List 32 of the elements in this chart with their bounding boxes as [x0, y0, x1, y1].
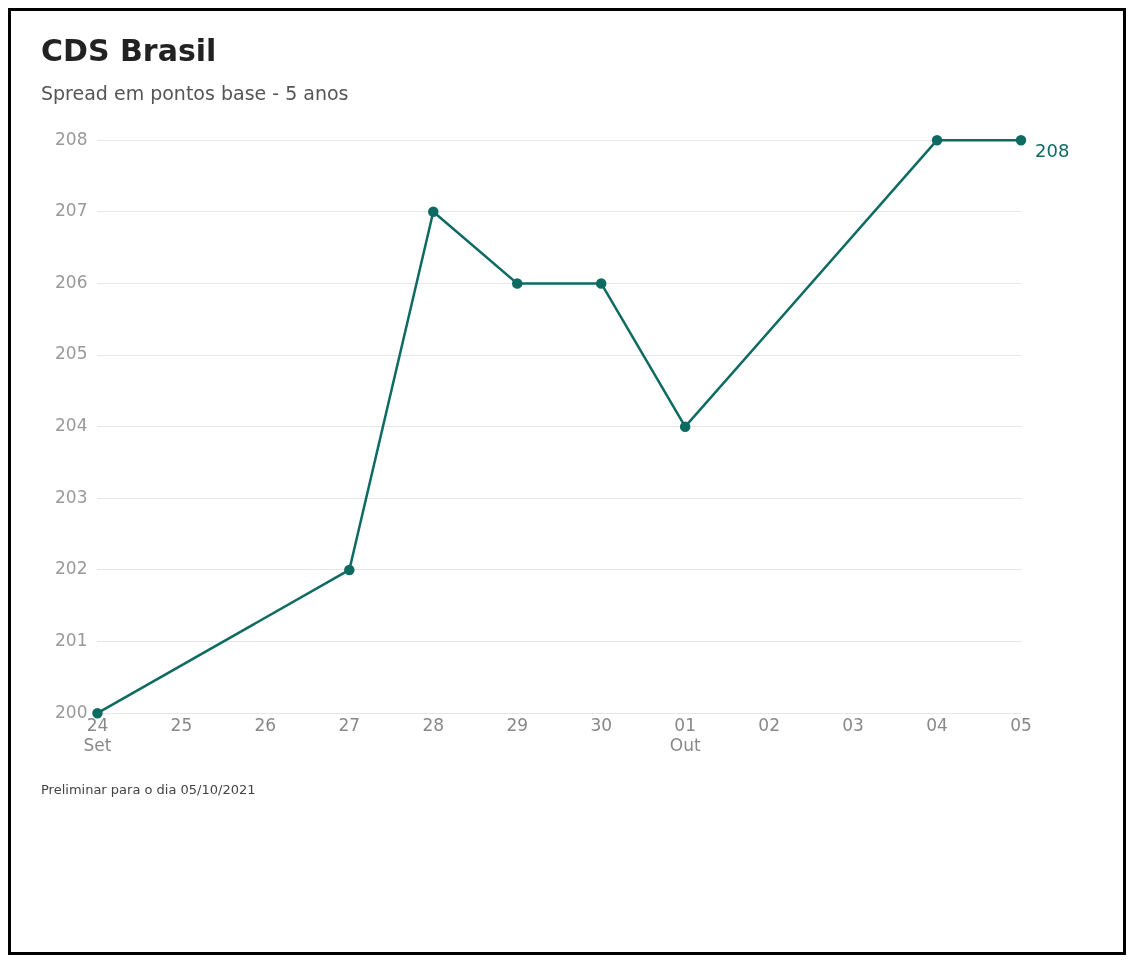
chart-subtitle: Spread em pontos base - 5 anos — [41, 82, 350, 104]
point — [595, 278, 607, 289]
x-tick-label: 25 — [170, 714, 193, 735]
x-tick-label: 30 — [590, 714, 613, 735]
y-tick-label: 208 — [54, 128, 88, 149]
x-tick-label: 26 — [254, 714, 277, 735]
point — [344, 564, 355, 576]
point — [511, 278, 523, 289]
y-tick-label: 203 — [54, 486, 88, 507]
x-tick-label: 02 — [758, 714, 780, 735]
point — [1015, 134, 1027, 146]
y-tick-label: 202 — [54, 558, 88, 579]
x-tick-label: 05 — [1010, 714, 1032, 735]
y-tick-label: 206 — [54, 271, 88, 292]
x-tick-label: 29 — [506, 714, 529, 735]
y-tick-label: 207 — [54, 200, 88, 221]
text: Preliminar para o dia 05/10/2021 — [41, 782, 257, 797]
y-tick-label: 205 — [54, 343, 88, 364]
x-tick-label: 01 Out — [669, 714, 701, 756]
x-tick-label: 03 — [842, 714, 864, 735]
point — [428, 206, 439, 218]
chart-title: CDS Brasil — [41, 33, 218, 68]
point — [931, 134, 943, 146]
y-tick-label: 204 — [54, 415, 88, 436]
x-tick-label: 28 — [422, 714, 445, 735]
y-tick-label: 200 — [54, 701, 88, 722]
data-label: 208 — [1035, 139, 1070, 161]
x-tick-label: 04 — [926, 714, 948, 735]
x-tick-label: 27 — [338, 714, 361, 735]
point — [679, 421, 691, 432]
point — [92, 707, 103, 719]
y-tick-label: 201 — [54, 630, 88, 650]
